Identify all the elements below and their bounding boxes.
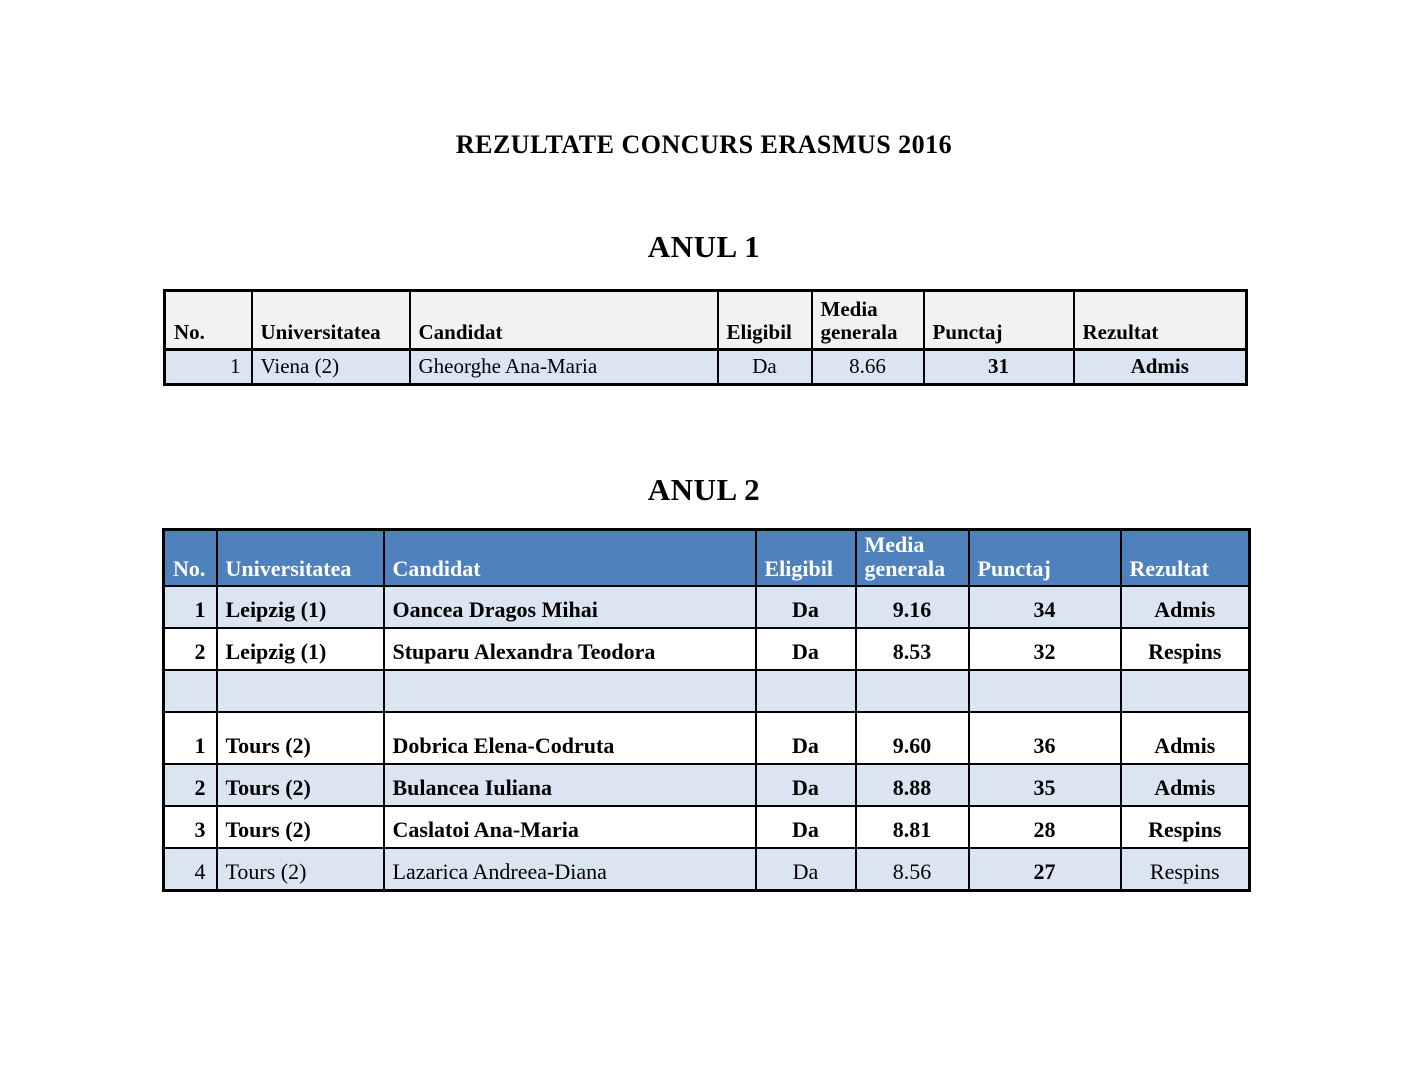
table-row: 2 Tours (2) Bulancea Iuliana Da 8.88 35 … [162,763,1251,808]
cell-punctaj [967,669,1122,714]
column-header-candidat: Candidat [408,289,719,351]
cell-punctaj: 34 [967,585,1122,630]
table-row: 4 Tours (2) Lazarica Andreea-Diana Da 8.… [162,847,1251,892]
table-row: 1 Viena (2) Gheorghe Ana-Maria Da 8.66 3… [163,348,1248,386]
cell-eligibil: Da [716,348,813,386]
cell-candidat: Bulancea Iuliana [382,763,757,808]
column-header-universitatea: Universitatea [250,289,411,351]
cell-no: 1 [162,711,218,766]
cell-media-generala: 8.88 [854,763,970,808]
cell-media-generala: 8.66 [810,348,925,386]
cell-punctaj: 27 [967,847,1122,892]
table-row: 2 Leipzig (1) Stuparu Alexandra Teodora … [162,627,1251,672]
column-header-no: No. [162,528,218,588]
cell-media-generala: 8.56 [854,847,970,892]
cell-media-generala: 9.60 [854,711,970,766]
cell-eligibil [754,669,857,714]
cell-media-generala [854,669,970,714]
cell-rezultat: Admis [1119,585,1251,630]
column-header-rezultat: Rezultat [1072,289,1248,351]
cell-eligibil: Da [754,627,857,672]
cell-rezultat: Respins [1119,805,1251,850]
table-row-empty [162,669,1251,714]
results-table-anul-2: No. Universitatea Candidat Eligibil Medi… [162,528,1251,893]
cell-media-generala: 9.16 [854,585,970,630]
cell-no: 4 [162,847,218,892]
cell-rezultat: Admis [1119,763,1251,808]
cell-no [162,669,218,714]
cell-media-generala: 8.53 [854,627,970,672]
cell-eligibil: Da [754,847,857,892]
cell-candidat: Gheorghe Ana-Maria [408,348,719,386]
column-header-no: No. [163,289,253,351]
cell-universitatea [215,669,385,714]
cell-punctaj: 31 [922,348,1075,386]
cell-candidat: Lazarica Andreea-Diana [382,847,757,892]
column-header-punctaj: Punctaj [922,289,1075,351]
cell-candidat: Stuparu Alexandra Teodora [382,627,757,672]
cell-no: 2 [162,763,218,808]
column-header-media-generala: Media generala [854,528,970,588]
table-row: 1 Tours (2) Dobrica Elena-Codruta Da 9.6… [162,711,1251,766]
cell-universitatea: Viena (2) [250,348,411,386]
cell-universitatea: Tours (2) [215,763,385,808]
table-row: 3 Tours (2) Caslatoi Ana-Maria Da 8.81 2… [162,805,1251,850]
cell-candidat: Caslatoi Ana-Maria [382,805,757,850]
table-header-row: No. Universitatea Candidat Eligibil Medi… [162,528,1251,588]
table-header-row: No. Universitatea Candidat Eligibil Medi… [163,289,1248,351]
cell-rezultat: Respins [1119,627,1251,672]
cell-candidat: Oancea Dragos Mihai [382,585,757,630]
cell-punctaj: 28 [967,805,1122,850]
cell-no: 2 [162,627,218,672]
results-table-anul-1: No. Universitatea Candidat Eligibil Medi… [163,289,1248,386]
cell-no: 1 [162,585,218,630]
cell-eligibil: Da [754,763,857,808]
column-header-candidat: Candidat [382,528,757,588]
column-header-eligibil: Eligibil [716,289,813,351]
cell-eligibil: Da [754,711,857,766]
cell-universitatea: Tours (2) [215,847,385,892]
column-header-eligibil: Eligibil [754,528,857,588]
cell-candidat [382,669,757,714]
table-row: 1 Leipzig (1) Oancea Dragos Mihai Da 9.1… [162,585,1251,630]
cell-punctaj: 35 [967,763,1122,808]
cell-eligibil: Da [754,805,857,850]
column-header-universitatea: Universitatea [215,528,385,588]
section-heading-anul-1: ANUL 1 [647,229,761,264]
cell-universitatea: Leipzig (1) [215,585,385,630]
section-heading-anul-2: ANUL 2 [647,472,761,507]
cell-candidat: Dobrica Elena-Codruta [382,711,757,766]
document-title: REZULTATE CONCURS ERASMUS 2016 [455,130,953,159]
cell-rezultat: Respins [1119,847,1251,892]
column-header-media-generala: Media generala [810,289,925,351]
cell-universitatea: Leipzig (1) [215,627,385,672]
cell-no: 1 [163,348,253,386]
column-header-rezultat: Rezultat [1119,528,1251,588]
cell-rezultat: Admis [1072,348,1248,386]
cell-rezultat [1119,669,1251,714]
cell-universitatea: Tours (2) [215,805,385,850]
cell-media-generala: 8.81 [854,805,970,850]
cell-rezultat: Admis [1119,711,1251,766]
cell-universitatea: Tours (2) [215,711,385,766]
cell-no: 3 [162,805,218,850]
cell-punctaj: 36 [967,711,1122,766]
cell-eligibil: Da [754,585,857,630]
column-header-punctaj: Punctaj [967,528,1122,588]
cell-punctaj: 32 [967,627,1122,672]
